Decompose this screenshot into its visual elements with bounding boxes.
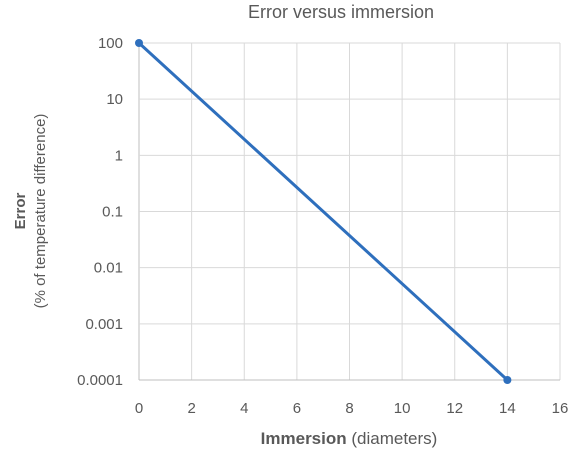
x-tick-label: 16 bbox=[552, 400, 569, 417]
x-axis-title-bold: Immersion bbox=[261, 429, 347, 448]
y-axis-title-line2: (% of temperature difference) bbox=[32, 114, 49, 309]
series-line bbox=[137, 41, 509, 382]
x-tick-labels: 0 2 4 6 8 10 12 14 16 bbox=[135, 400, 569, 417]
x-tick-label: 6 bbox=[293, 400, 301, 417]
y-tick-label: 0.001 bbox=[85, 316, 123, 333]
series-layer bbox=[135, 39, 512, 384]
x-tick-label: 12 bbox=[446, 400, 463, 417]
gridlines bbox=[138, 42, 561, 381]
x-tick-label: 10 bbox=[394, 400, 411, 417]
x-axis-title-rest: (diameters) bbox=[347, 429, 438, 448]
y-axis-title-line1: Error bbox=[12, 193, 29, 230]
x-tick-label: 2 bbox=[187, 400, 195, 417]
x-tick-label: 8 bbox=[345, 400, 353, 417]
x-axis-title: Immersion (diameters) bbox=[261, 429, 438, 448]
x-tick-label: 4 bbox=[240, 400, 248, 417]
y-tick-label: 100 bbox=[98, 35, 123, 52]
y-tick-label: 10 bbox=[106, 91, 123, 108]
y-tick-label: 0.1 bbox=[102, 204, 123, 221]
y-tick-labels: 100 10 1 0.1 0.01 0.001 0.0001 bbox=[77, 35, 123, 389]
y-tick-label: 1 bbox=[115, 147, 123, 164]
x-tick-label: 14 bbox=[499, 400, 516, 417]
x-tick-label: 0 bbox=[135, 400, 143, 417]
y-tick-label: 0.01 bbox=[94, 260, 123, 277]
y-axis-title: Error (% of temperature difference) bbox=[12, 114, 49, 309]
data-point bbox=[503, 376, 512, 384]
data-point bbox=[135, 39, 143, 47]
chart-title: Error versus immersion bbox=[248, 2, 434, 22]
y-tick-label: 0.0001 bbox=[77, 372, 123, 389]
